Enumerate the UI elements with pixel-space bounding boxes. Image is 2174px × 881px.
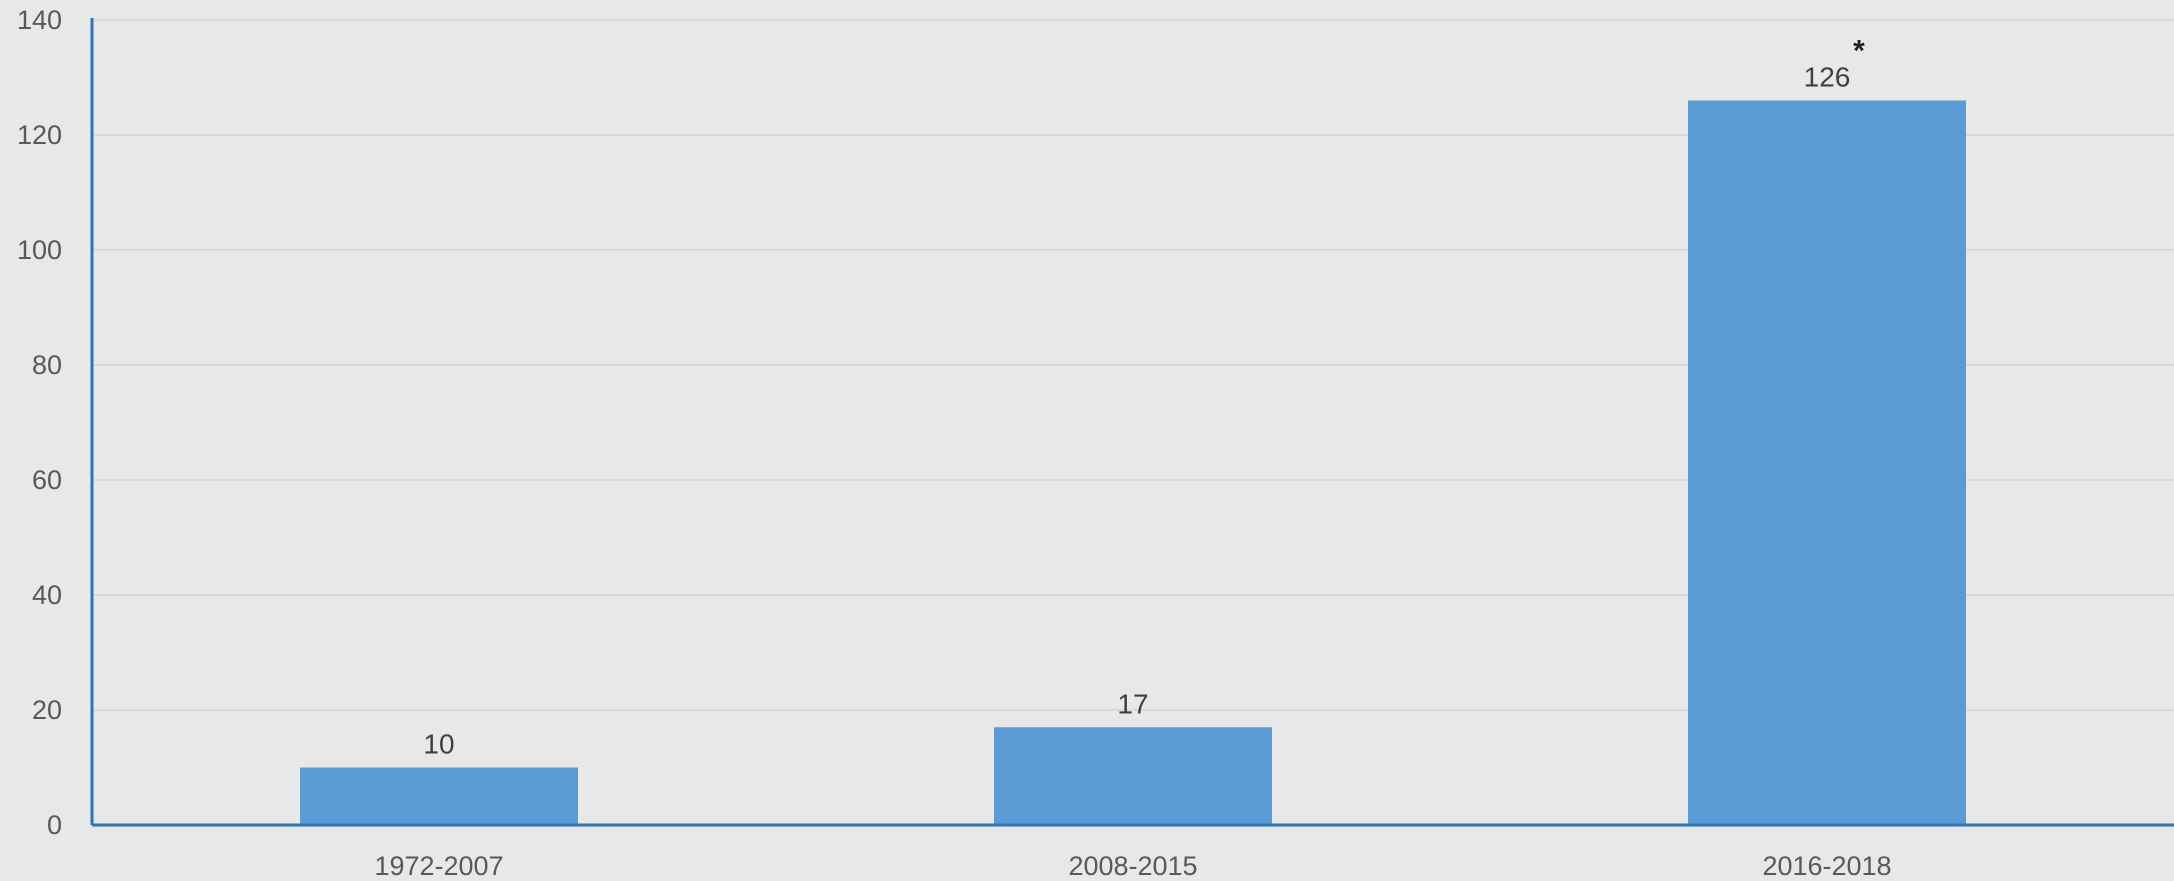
data-label: 10: [423, 729, 454, 760]
y-tick-label: 0: [47, 810, 62, 840]
y-tick-label: 20: [32, 695, 62, 725]
bar-2008-2015: [994, 727, 1272, 825]
data-label: 126: [1804, 62, 1851, 93]
y-tick-label: 120: [17, 120, 62, 150]
data-labels: 10 17 126*: [423, 35, 1865, 760]
bar-1972-2007: [300, 767, 578, 825]
x-tick-label: 2016-2018: [1762, 851, 1891, 881]
bars: [300, 100, 1966, 825]
x-tick-label: 1972-2007: [374, 851, 503, 881]
y-tick-label: 40: [32, 580, 62, 610]
y-tick-label: 140: [17, 5, 62, 35]
y-tick-label: 60: [32, 465, 62, 495]
y-tick-labels: 0 20 40 60 80 100 120 140: [17, 5, 62, 840]
x-tick-labels: 1972-2007 2008-2015 2016-2018: [374, 851, 1891, 881]
axes: [90, 18, 2174, 827]
data-label: 17: [1117, 688, 1148, 719]
annotation-asterisk: *: [1853, 35, 1865, 68]
y-tick-label: 100: [17, 235, 62, 265]
y-tick-label: 80: [32, 350, 62, 380]
x-tick-label: 2008-2015: [1068, 851, 1197, 881]
bar-2016-2018: [1688, 100, 1966, 825]
